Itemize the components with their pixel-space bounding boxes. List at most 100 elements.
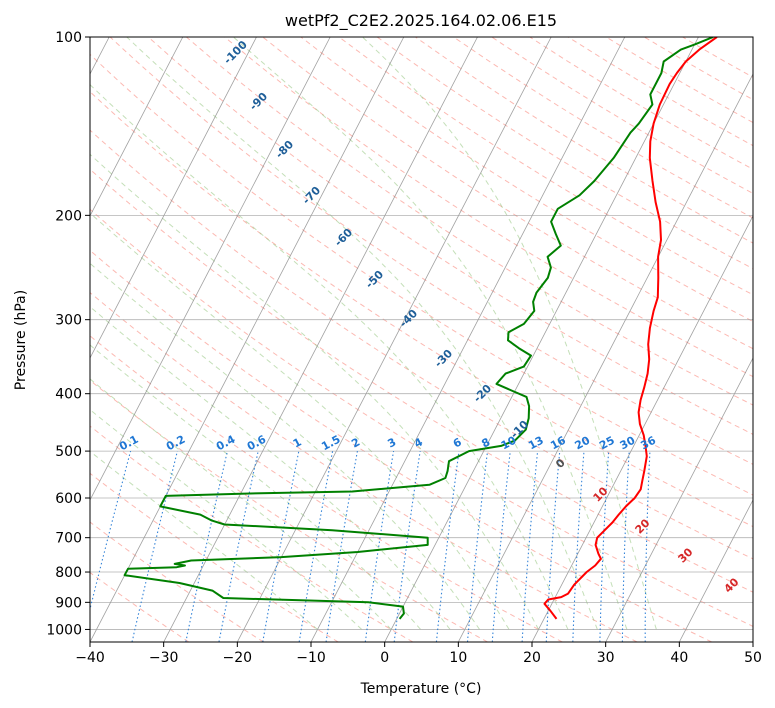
dry-adiabat-label: 20 <box>633 516 653 536</box>
y-tick-label: 400 <box>55 387 82 403</box>
mixing-ratio-line <box>325 451 358 642</box>
isotherm-line <box>457 73 753 642</box>
isotherm-line <box>752 641 753 642</box>
isotherm-line <box>163 37 478 642</box>
chart-title: wetPf2_C2E2.2025.164.02.06.E15 <box>285 11 557 31</box>
x-tick-label: −20 <box>223 650 253 666</box>
isotherm-line <box>384 37 699 642</box>
dry-adiabat-label: -50 <box>363 268 386 291</box>
dry-adiabat-line <box>682 37 753 78</box>
y-axis-title: Pressure (hPa) <box>13 290 29 390</box>
mixing-ratio-label: 4 <box>412 435 425 450</box>
isotherm-line <box>90 37 331 501</box>
y-tick-label: 500 <box>55 444 82 460</box>
moist-adiabat-line <box>90 262 480 630</box>
x-tick-label: 40 <box>670 650 688 666</box>
dry-adiabat-label: -70 <box>300 184 323 207</box>
isotherm-line <box>678 499 753 642</box>
moist-adiabat-line <box>90 344 421 630</box>
mixing-ratio-label: 0.6 <box>245 433 269 454</box>
dry-adiabat-line <box>338 37 753 296</box>
mixing-ratio-label: 10 <box>499 434 519 453</box>
moist-adiabat-line <box>90 212 510 630</box>
mixing-ratio-line <box>393 451 421 642</box>
dewpoint-profile-line <box>123 37 714 620</box>
mixing-ratio-line <box>521 451 539 642</box>
isotherm-line <box>90 37 405 642</box>
dry-adiabat-label: -20 <box>471 382 494 405</box>
x-axis: −40 −30 −20 −10 0 10 20 30 40 50 <box>75 642 762 666</box>
dry-adiabat-line <box>147 37 753 435</box>
y-tick-label: 700 <box>55 531 82 547</box>
dry-adiabat-line <box>90 291 638 642</box>
mixing-ratio-line <box>599 451 610 642</box>
moist-adiabat-line <box>90 153 539 630</box>
dry-adiabat-line <box>644 37 753 101</box>
isotherm-line <box>310 37 626 642</box>
y-tick-label: 300 <box>55 313 82 329</box>
dry-adiabat-label: 0 <box>553 456 568 471</box>
dry-adiabat-line <box>90 521 264 642</box>
x-tick-label: −10 <box>296 650 326 666</box>
mixing-ratio-label: 16 <box>548 434 568 453</box>
dry-adiabat-label: -60 <box>332 226 355 249</box>
dry-adiabat-line <box>90 249 712 642</box>
mixing-ratio-line <box>572 451 585 642</box>
x-axis-title: Temperature (°C) <box>360 681 482 697</box>
dry-adiabat-line <box>90 571 190 642</box>
dry-adiabat-line <box>90 379 488 642</box>
y-tick-label: 100 <box>55 30 82 46</box>
moist-adiabat-line <box>233 37 628 630</box>
mixing-ratio-label: 0.1 <box>117 433 140 454</box>
mixing-ratio-label: 0.4 <box>214 433 238 454</box>
mixing-ratio-label: 3 <box>385 435 398 450</box>
mixing-ratio-line <box>466 451 489 642</box>
mixing-ratio-label: 30 <box>618 434 638 453</box>
dry-adiabat-label: -100 <box>221 38 250 67</box>
dry-adiabat-line <box>90 335 563 642</box>
dry-adiabat-line <box>567 37 753 147</box>
mixing-ratio-label: 1 <box>291 435 304 450</box>
mixing-ratio-line <box>491 451 511 642</box>
dry-adiabat-line <box>376 37 753 270</box>
mixing-ratio-label: 25 <box>597 434 617 453</box>
moist-adiabat-line <box>90 450 318 630</box>
mixing-ratio-line <box>262 450 300 642</box>
isotherm-line <box>605 357 753 642</box>
mixing-ratio-label: 0.2 <box>164 433 187 454</box>
moist-adiabat-line <box>90 306 451 630</box>
mixing-ratio-label: 20 <box>573 434 593 453</box>
isotherm-line <box>236 37 552 642</box>
moist-adiabat-line <box>90 409 363 630</box>
y-tick-label: 900 <box>55 595 82 611</box>
mixing-ratio-line <box>90 450 132 612</box>
mixing-ratio-label: 13 <box>526 434 546 453</box>
mixing-ratio-line <box>644 451 651 642</box>
mixing-ratio-label: 6 <box>451 435 464 450</box>
dry-adiabat-line <box>90 208 753 627</box>
x-tick-label: 10 <box>449 650 467 666</box>
y-tick-label: 200 <box>55 208 82 224</box>
dry-adiabat-label: 10 <box>591 484 611 504</box>
line-labels: 0.1 0.2 0.4 0.6 1 1.5 2 3 4 6 8 10 13 16 20 25 30 36-100-… <box>117 38 742 596</box>
x-tick-label: 30 <box>597 650 615 666</box>
y-axis: 100 200 300 400 500 600 700 800 900 1000 <box>46 30 90 638</box>
dry-adiabat-label: 40 <box>722 575 742 595</box>
moist-adiabat-line <box>90 378 392 630</box>
dry-adiabat-label: 30 <box>676 545 696 565</box>
plot-area <box>90 37 753 642</box>
y-tick-label: 1000 <box>46 622 82 638</box>
moist-adiabat-line <box>90 83 569 630</box>
moist-adiabat-line <box>126 37 598 630</box>
dry-adiabat-line <box>90 91 753 528</box>
x-tick-label: 50 <box>744 650 762 666</box>
dry-adiabat-line <box>90 472 339 642</box>
mixing-ratio-line <box>364 451 395 642</box>
mixing-ratio-label: 36 <box>638 434 658 453</box>
dry-adiabat-line <box>90 168 753 593</box>
isotherm-line <box>90 37 184 217</box>
dry-adiabat-line <box>90 425 414 642</box>
x-tick-label: 0 <box>380 650 389 666</box>
dry-adiabat-line <box>90 129 753 560</box>
